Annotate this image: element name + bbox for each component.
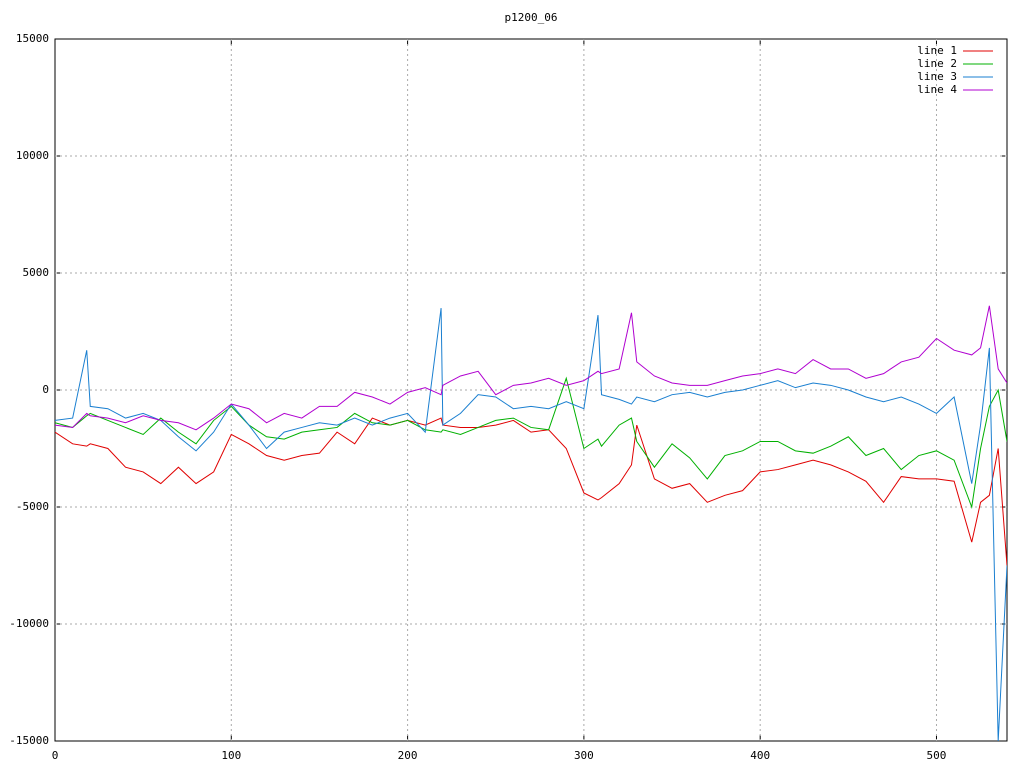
y-tick-label: 10000 xyxy=(16,149,49,162)
y-tick-label: 0 xyxy=(42,383,49,396)
x-tick-label: 100 xyxy=(221,749,241,762)
y-tick-label: -10000 xyxy=(9,617,49,630)
series-line xyxy=(55,308,1007,741)
x-tick-label: 500 xyxy=(927,749,947,762)
series-line xyxy=(55,376,1007,509)
x-tick-label: 400 xyxy=(750,749,770,762)
x-tick-label: 0 xyxy=(52,749,59,762)
legend-label: line 4 xyxy=(917,83,957,96)
y-tick-label: 5000 xyxy=(23,266,50,279)
y-tick-label: -15000 xyxy=(9,734,49,747)
y-tick-label: 15000 xyxy=(16,32,49,45)
series-line xyxy=(55,305,1007,431)
x-tick-label: 300 xyxy=(574,749,594,762)
chart-title: p1200_06 xyxy=(505,11,558,24)
legend-label: line 2 xyxy=(917,57,957,70)
x-tick-label: 200 xyxy=(398,749,418,762)
legend-label: line 3 xyxy=(917,70,957,83)
plot-lines xyxy=(55,305,1007,741)
legend-label: line 1 xyxy=(917,44,957,57)
y-tick-label: -5000 xyxy=(16,500,49,513)
series-line xyxy=(55,417,1007,566)
